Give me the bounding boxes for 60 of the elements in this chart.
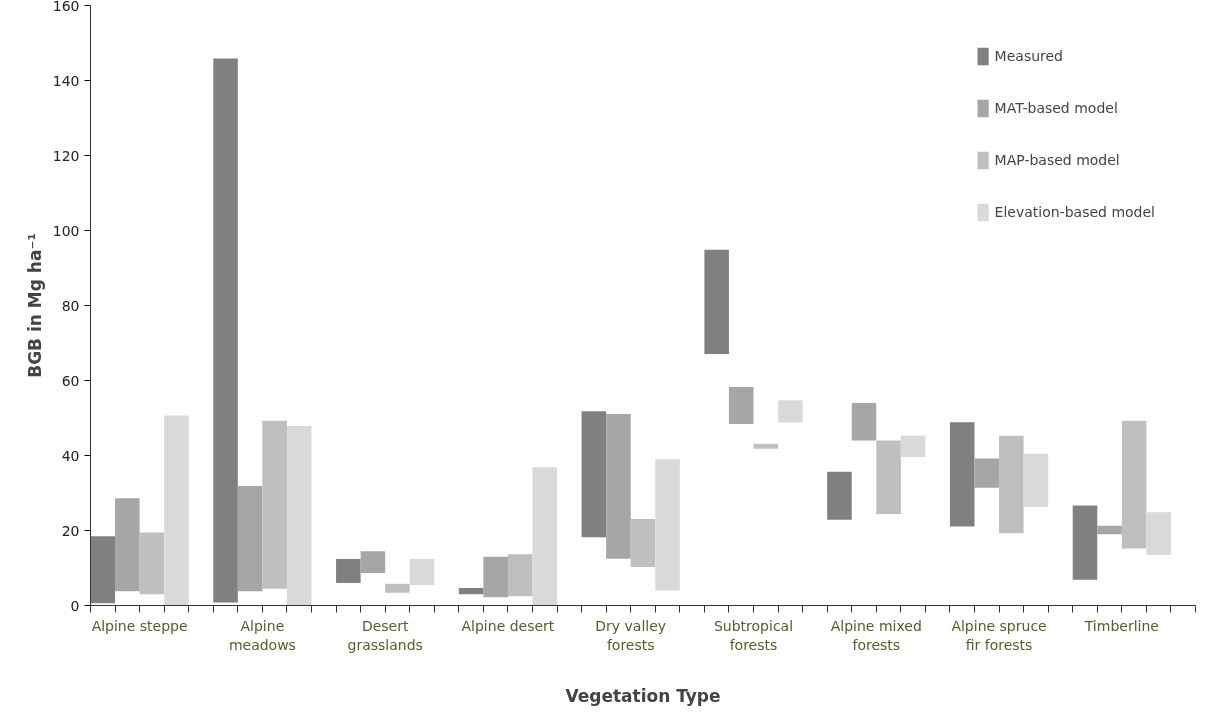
bar (876, 440, 901, 514)
bar (90, 536, 116, 604)
y-tick-label: 20 (61, 522, 80, 539)
bar (753, 443, 779, 449)
bar (1121, 420, 1147, 549)
bar (974, 458, 1000, 488)
bar (778, 400, 803, 423)
bar (237, 485, 263, 592)
y-tick-label: 60 (61, 372, 80, 389)
bar (999, 435, 1024, 534)
bar (851, 403, 877, 441)
bar (483, 556, 508, 598)
bar (115, 498, 140, 592)
bar (900, 435, 926, 457)
bar (164, 415, 189, 606)
y-tick-label: 140 (52, 72, 80, 89)
y-tick-label: 80 (61, 297, 80, 314)
x-tick-label: Alpine meadows (228, 617, 296, 653)
legend-label: MAT-based model (994, 100, 1118, 116)
x-tick-label: Timberline (1083, 617, 1159, 634)
y-tick-label: 0 (70, 597, 80, 614)
y-tick-label: 160 (52, 0, 80, 14)
bar (458, 587, 484, 595)
bar (360, 551, 386, 573)
x-tick-label: Subtropical forests (713, 617, 794, 653)
bar (1146, 512, 1171, 555)
bar (827, 471, 852, 520)
x-tick-label: Alpine spruce fir forests (951, 617, 1047, 653)
y-axis-title: BGB in Mg ha⁻¹ (24, 233, 45, 378)
bar (213, 58, 238, 603)
y-tick-label: 40 (61, 447, 80, 464)
bar (139, 532, 165, 595)
bar (581, 411, 607, 538)
bar (1072, 505, 1098, 580)
legend-label: MAP-based model (994, 152, 1120, 168)
x-axis-title: Vegetation Type (565, 685, 721, 706)
y-tick-label: 120 (52, 147, 80, 164)
bar (409, 559, 435, 585)
x-tick-label: Dry valley forests (595, 617, 667, 653)
bar (630, 518, 656, 567)
bar (704, 249, 729, 354)
bar (728, 386, 754, 424)
bar (385, 583, 410, 593)
bar (262, 420, 287, 589)
bar (1097, 525, 1122, 535)
bar (286, 425, 312, 606)
y-tick-label: 100 (52, 222, 80, 239)
bar (606, 413, 631, 559)
legend-label: Elevation-based model (994, 204, 1155, 220)
x-tick-label: Alpine desert (461, 617, 555, 634)
x-tick-label: Alpine steppe (91, 617, 188, 634)
bar (507, 554, 533, 597)
bar (949, 422, 975, 527)
bar (1023, 453, 1049, 507)
bar (336, 559, 361, 583)
x-tick-label: Alpine mixed forests (830, 617, 922, 653)
bar (655, 459, 680, 591)
bar (532, 467, 558, 606)
x-tick-label: Desert grasslands (347, 617, 423, 653)
legend-label: Measured (994, 48, 1063, 64)
